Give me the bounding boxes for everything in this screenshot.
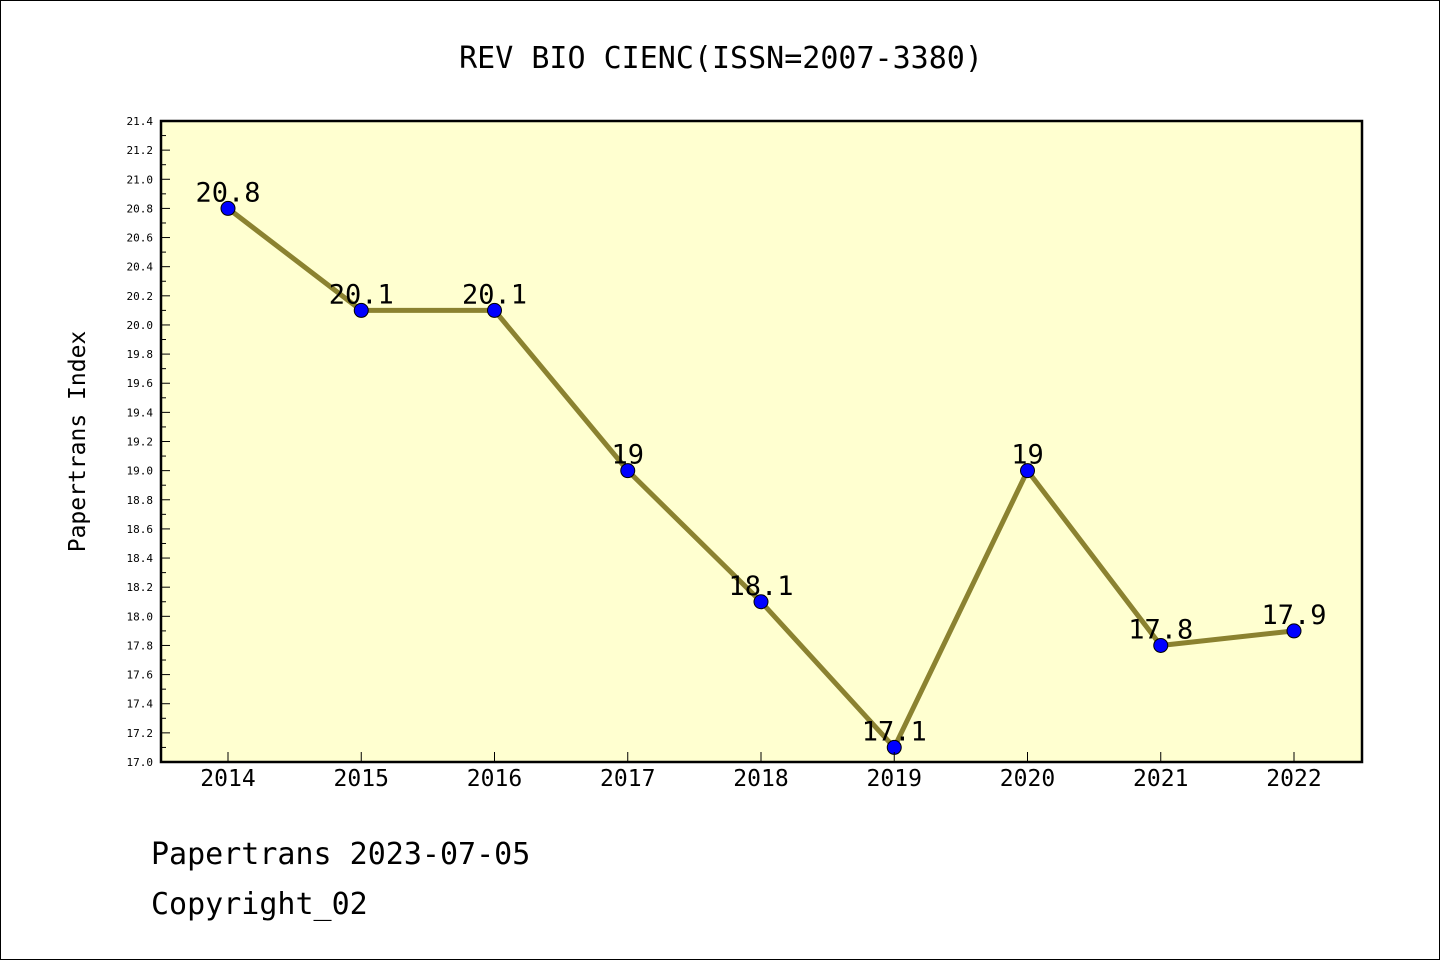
x-tick-label: 2019 (867, 766, 922, 792)
y-tick-label: 17.4 (127, 698, 154, 711)
footer-date: Papertrans 2023-07-05 (151, 837, 531, 872)
y-tick-label: 21.0 (127, 173, 154, 186)
y-tick-label: 19.0 (127, 465, 154, 478)
x-tick-label: 2014 (200, 766, 255, 792)
y-tick-label: 19.4 (127, 406, 154, 419)
y-tick-label: 17.0 (127, 756, 154, 769)
data-point (620, 463, 636, 479)
data-point (220, 200, 236, 216)
y-tick-label: 21.2 (127, 144, 154, 157)
y-tick-label: 18.4 (127, 552, 154, 565)
data-label: 18.1 (728, 571, 793, 602)
x-tick-label: 2018 (733, 766, 788, 792)
y-tick-label: 20.6 (127, 232, 154, 245)
chart-title: REV BIO CIENC(ISSN=2007-3380) (459, 41, 983, 76)
x-tick-label: 2017 (600, 766, 655, 792)
data-label: 20.8 (195, 177, 260, 208)
x-tick-label: 2021 (1133, 766, 1188, 792)
x-tick-label: 2016 (467, 766, 522, 792)
y-tick-label: 18.0 (127, 610, 154, 623)
data-point (487, 302, 502, 318)
y-tick-label: 17.2 (127, 727, 154, 740)
plot-area (161, 121, 1362, 762)
y-tick-label: 18.8 (127, 494, 154, 507)
y-axis-label: Papertrans Index (65, 331, 91, 553)
y-tick-label: 20.4 (127, 261, 154, 274)
y-tick-label: 20.8 (127, 202, 154, 215)
y-tick-label: 18.2 (127, 581, 154, 594)
data-label: 17.1 (862, 716, 927, 747)
data-label: 20.1 (462, 279, 527, 310)
footer-copyright: Copyright_02 (151, 887, 368, 922)
y-tick-label: 19.2 (127, 436, 154, 449)
y-tick-label: 17.8 (127, 639, 154, 652)
data-label: 17.8 (1128, 614, 1193, 645)
plot-border (159, 119, 1364, 764)
y-tick-label: 19.8 (127, 348, 154, 361)
y-tick-label: 18.6 (127, 523, 154, 536)
y-tick-label: 21.4 (127, 115, 154, 128)
data-point (1286, 623, 1302, 639)
data-point (753, 594, 769, 610)
data-label: 19 (611, 440, 644, 471)
x-tick-label: 2020 (1000, 766, 1055, 792)
x-tick-label: 2022 (1266, 766, 1321, 792)
y-tick-label: 20.2 (127, 290, 154, 303)
data-label: 19 (1011, 440, 1044, 471)
data-point (1153, 637, 1169, 653)
data-point (1020, 463, 1035, 479)
data-label: 20.1 (329, 279, 394, 310)
y-tick-label: 19.6 (127, 377, 154, 390)
data-label: 17.9 (1261, 600, 1326, 631)
y-tick-label: 20.0 (127, 319, 154, 332)
y-tick-label: 17.6 (127, 669, 154, 682)
data-point (353, 302, 369, 318)
x-tick-label: 2015 (334, 766, 389, 792)
